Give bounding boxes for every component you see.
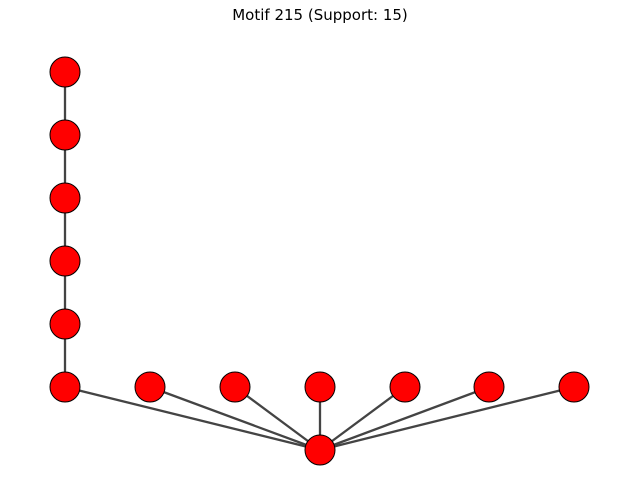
edge-n10-n13 xyxy=(319,386,406,451)
node-n9 xyxy=(304,371,336,403)
edge-n11-n13 xyxy=(319,385,490,452)
node-n6 xyxy=(49,371,81,403)
edge-n8-n13 xyxy=(234,386,321,451)
edge-n7-n13 xyxy=(149,385,321,452)
node-n4 xyxy=(49,245,81,277)
node-n1 xyxy=(49,56,81,88)
node-n5 xyxy=(49,308,81,340)
node-n8 xyxy=(219,371,251,403)
node-n13 xyxy=(304,434,336,466)
node-n11 xyxy=(473,371,505,403)
node-n12 xyxy=(558,371,590,403)
node-n2 xyxy=(49,119,81,151)
node-n10 xyxy=(389,371,421,403)
node-n7 xyxy=(134,371,166,403)
diagram-title: Motif 215 (Support: 15) xyxy=(232,6,408,24)
nodes-layer xyxy=(49,56,590,466)
edge-n12-n13 xyxy=(319,385,575,452)
edge-n6-n13 xyxy=(64,385,321,452)
node-n3 xyxy=(49,182,81,214)
